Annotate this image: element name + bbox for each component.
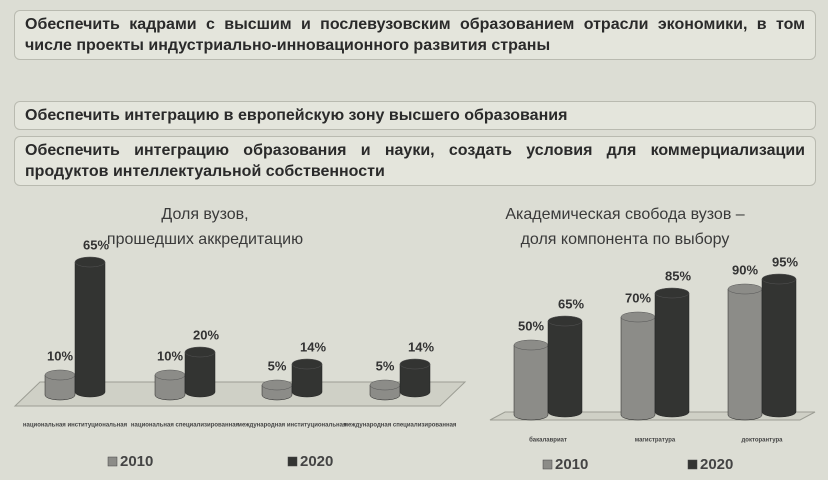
value-label: 14%: [300, 339, 326, 354]
bar: [399, 363, 431, 398]
text-box: Обеспечить интеграцию образования и наук…: [14, 136, 816, 186]
bar: [654, 292, 690, 418]
legend-label: 2010: [555, 456, 588, 473]
bar-top: [654, 287, 690, 299]
category-label: магистратура: [635, 438, 676, 444]
bar: [547, 320, 583, 418]
category-label: международная институциональная: [238, 423, 347, 429]
value-label: 10%: [47, 348, 73, 363]
bar-top: [291, 358, 323, 370]
bar-top: [44, 369, 76, 381]
bar-top: [761, 273, 797, 285]
bar: [513, 344, 549, 421]
text-box: Обеспечить интеграцию в европейскую зону…: [14, 101, 816, 130]
legend-label: 2020: [300, 453, 333, 470]
value-label: 10%: [157, 348, 183, 363]
value-label: 5%: [376, 358, 395, 373]
value-label: 65%: [558, 296, 584, 311]
bar-top: [547, 315, 583, 327]
text-box: Обеспечить кадрами с высшим и послевузов…: [14, 10, 816, 60]
bar: [761, 278, 797, 418]
bar-top: [184, 346, 216, 358]
chart-title: Академическая свобода вузов –: [505, 206, 744, 223]
bar: [154, 374, 186, 401]
value-label: 90%: [732, 262, 758, 277]
category-label: докторантура: [742, 438, 784, 444]
category-label: национальная институциональная: [23, 423, 128, 429]
bar: [184, 351, 216, 398]
bar-top: [154, 369, 186, 381]
value-label: 95%: [772, 254, 798, 269]
bar: [291, 363, 323, 398]
legend-swatch: [107, 456, 118, 467]
legend-label: 2010: [120, 453, 153, 470]
bar: [44, 374, 76, 401]
bar-top: [399, 358, 431, 370]
bar-top: [369, 379, 401, 391]
bar-top: [620, 311, 656, 323]
bar: [74, 261, 106, 398]
value-label: 70%: [625, 290, 651, 305]
value-label: 20%: [193, 327, 219, 342]
legend-swatch: [542, 459, 553, 470]
bar-top: [727, 283, 763, 295]
legend-swatch: [287, 456, 298, 467]
legend-swatch: [687, 459, 698, 470]
bar: [727, 288, 763, 421]
bar-top: [74, 256, 106, 268]
category-label: международная специализированная: [344, 423, 457, 429]
bar-top: [513, 339, 549, 351]
bar: [620, 316, 656, 421]
value-label: 65%: [83, 237, 109, 252]
value-label: 14%: [408, 339, 434, 354]
category-label: национальная специализированная: [131, 423, 240, 429]
chart-title: прошедших аккредитацию: [107, 231, 303, 248]
chart-title: доля компонента по выбору: [521, 231, 730, 248]
value-label: 5%: [268, 358, 287, 373]
floor: [13, 381, 467, 407]
value-label: 85%: [665, 268, 691, 283]
legend-label: 2020: [700, 456, 733, 473]
value-label: 50%: [518, 318, 544, 333]
chart-title: Доля вузов,: [161, 206, 248, 223]
category-label: бакалавриат: [529, 437, 567, 444]
bar-top: [261, 379, 293, 391]
